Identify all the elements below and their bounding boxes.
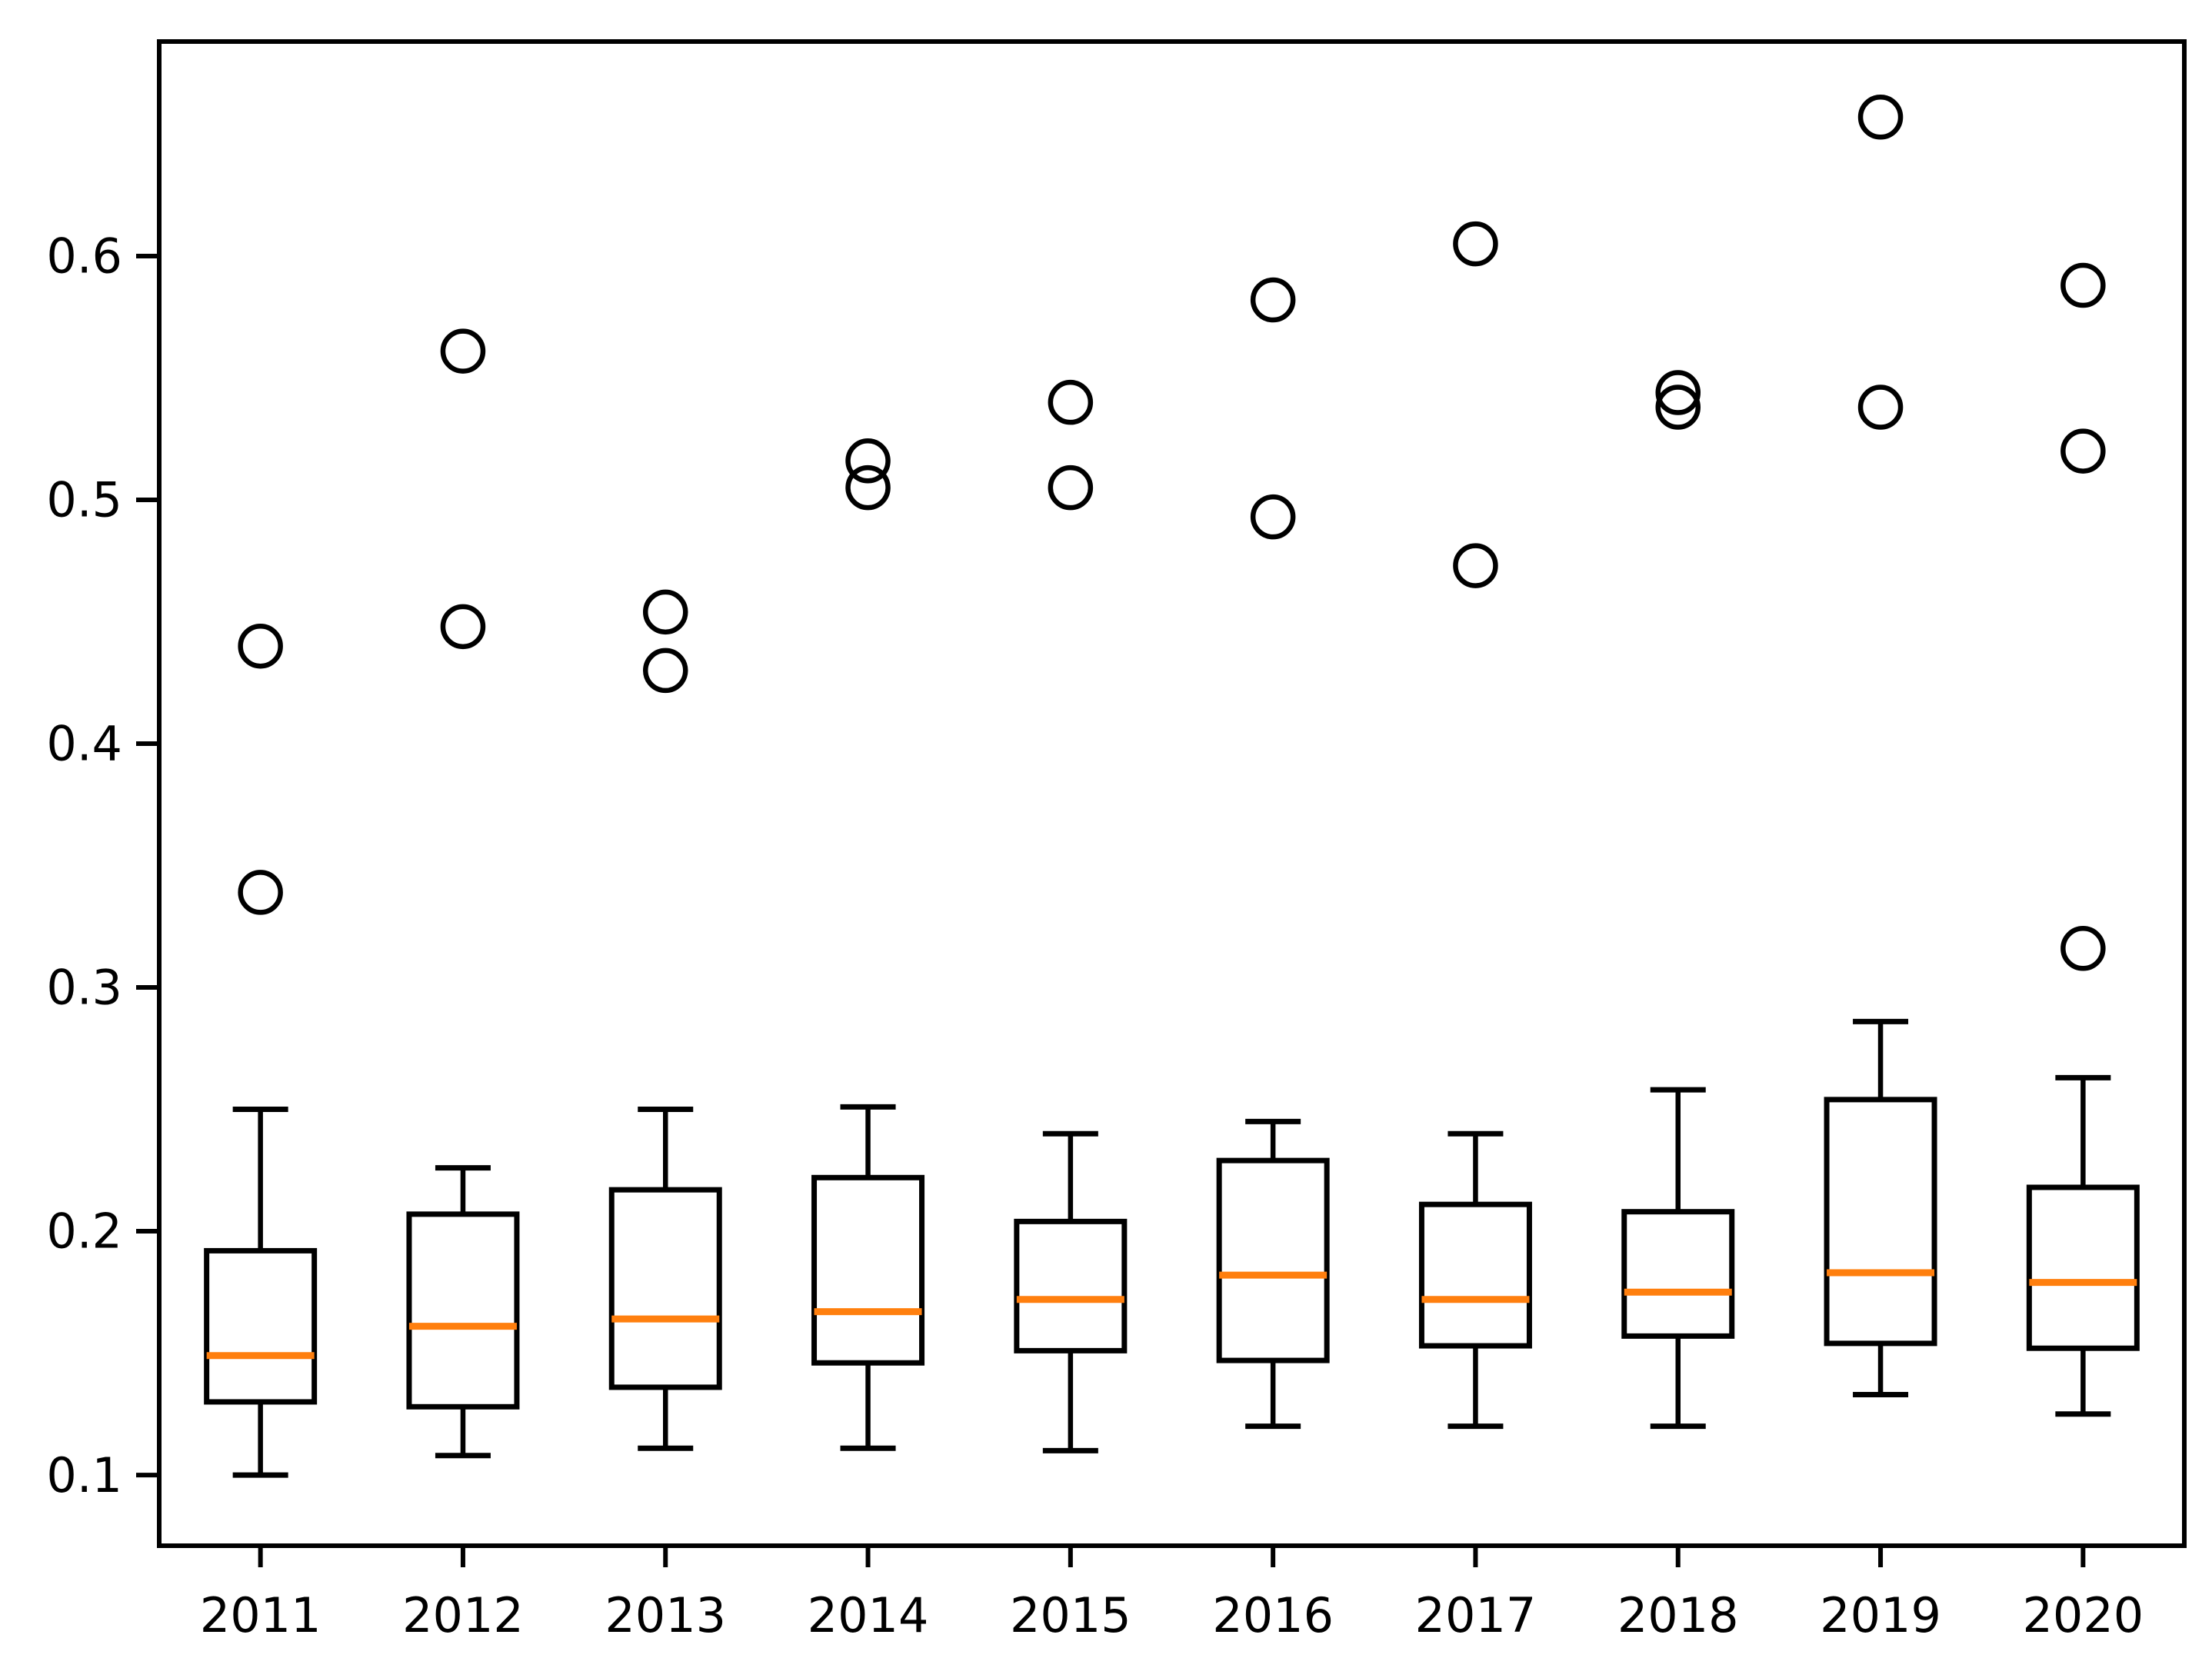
outlier-2015 [1048, 379, 1094, 425]
outlier-2016 [1250, 494, 1296, 540]
box-2017 [1418, 1201, 1532, 1349]
outlier-2013 [643, 648, 688, 694]
outlier-2019 [1857, 95, 1904, 140]
y-tick-label: 0.1 [46, 1447, 122, 1503]
box-2018 [1621, 1209, 1735, 1339]
outlier-2015 [1048, 464, 1094, 511]
box-2015 [1014, 1218, 1128, 1353]
box-2019 [1824, 1097, 1937, 1347]
outlier-2018 [1655, 370, 1701, 415]
outlier-2014 [845, 438, 891, 484]
y-tick-label: 0.6 [46, 228, 122, 285]
outlier-2012 [440, 328, 486, 374]
outlier-2020 [2060, 428, 2106, 474]
y-tick-label: 0.5 [46, 472, 122, 528]
outlier-2017 [1453, 543, 1498, 588]
x-tick-label: 2020 [2022, 1587, 2144, 1643]
box-2013 [608, 1187, 722, 1390]
y-tick-label: 0.3 [46, 960, 122, 1016]
outlier-2011 [238, 870, 283, 915]
outlier-2016 [1250, 277, 1296, 323]
x-tick-label: 2017 [1415, 1587, 1537, 1643]
x-tick-label: 2011 [200, 1587, 321, 1643]
box-2020 [2026, 1184, 2140, 1351]
box-2011 [204, 1247, 318, 1405]
outlier-2011 [238, 623, 283, 669]
outlier-2017 [1453, 221, 1498, 267]
y-tick-label: 0.4 [46, 716, 122, 772]
x-tick-label: 2013 [605, 1587, 726, 1643]
y-tick-label: 0.2 [46, 1204, 122, 1260]
x-tick-label: 2019 [1820, 1587, 1941, 1643]
x-tick-label: 2014 [808, 1587, 929, 1643]
outlier-2020 [2060, 262, 2106, 308]
x-tick-label: 2016 [1212, 1587, 1334, 1643]
plot-border [157, 39, 2187, 1548]
outlier-2019 [1857, 385, 1904, 430]
box-2014 [811, 1174, 925, 1366]
box-2016 [1216, 1157, 1330, 1363]
x-tick-label: 2018 [1617, 1587, 1739, 1643]
outlier-2014 [845, 464, 891, 511]
outlier-2020 [2060, 926, 2106, 971]
x-tick-label: 2012 [402, 1587, 524, 1643]
outlier-2018 [1655, 385, 1701, 430]
outlier-2012 [440, 604, 486, 650]
x-tick-label: 2015 [1010, 1587, 1131, 1643]
box-2012 [406, 1211, 520, 1410]
outlier-2013 [643, 589, 688, 635]
